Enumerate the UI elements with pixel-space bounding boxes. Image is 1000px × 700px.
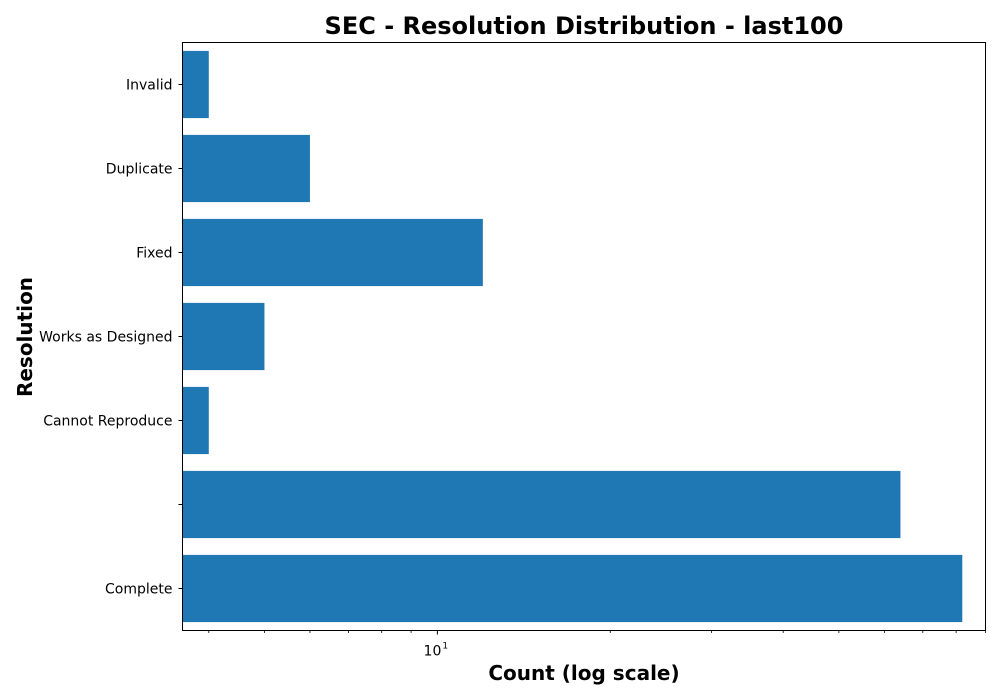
y-tick-label: Duplicate — [106, 162, 173, 178]
y-axis-label: Resolution — [13, 277, 37, 397]
bar — [183, 51, 209, 118]
bar — [183, 135, 310, 202]
y-tick-label: Invalid — [126, 78, 173, 94]
bar — [183, 219, 483, 286]
y-tick-label: Fixed — [136, 246, 172, 262]
bar — [183, 471, 901, 538]
y-tick-label: Complete — [105, 582, 172, 598]
y-tick-label: Works as Designed — [39, 330, 172, 346]
x-tick-label: 10 — [424, 644, 442, 660]
x-tick-exponent: 1 — [442, 642, 448, 652]
chart-title: SEC - Resolution Distribution - last100 — [325, 12, 844, 40]
bar — [183, 555, 963, 622]
bar — [183, 387, 209, 454]
bar — [183, 303, 265, 370]
x-axis-label: Count (log scale) — [488, 661, 679, 685]
y-tick-label: Cannot Reproduce — [43, 414, 172, 430]
